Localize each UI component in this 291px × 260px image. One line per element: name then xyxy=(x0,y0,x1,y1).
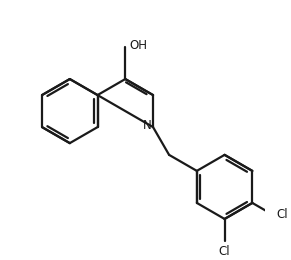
Text: N: N xyxy=(143,119,151,132)
Text: Cl: Cl xyxy=(276,208,288,221)
Text: OH: OH xyxy=(130,38,148,51)
Text: Cl: Cl xyxy=(219,245,230,258)
